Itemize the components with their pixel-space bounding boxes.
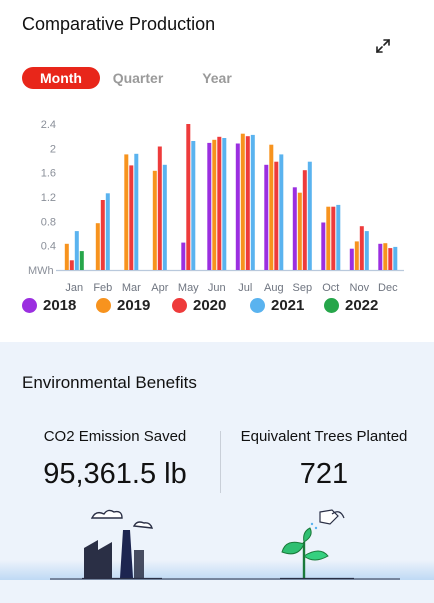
legend-dot-2021 <box>250 297 265 313</box>
bar-2019-jul[interactable] <box>240 133 245 270</box>
factory-icon <box>82 509 162 580</box>
bar-2020-oct[interactable] <box>331 206 336 270</box>
x-tick-label: Jan <box>65 282 83 294</box>
bar-2019-jun[interactable] <box>212 139 217 270</box>
x-tick-label: Jun <box>208 282 226 294</box>
divider <box>220 431 221 493</box>
x-tick-label: Nov <box>350 282 370 294</box>
co2-value: 95,361.5 lb <box>43 458 187 490</box>
bar-2021-sep[interactable] <box>307 161 312 270</box>
tab-month[interactable]: Month <box>22 67 100 89</box>
bar-2020-aug[interactable] <box>274 161 279 270</box>
bar-2020-mar[interactable] <box>129 165 134 270</box>
x-tick-label: Aug <box>264 282 284 294</box>
bar-2021-oct[interactable] <box>336 204 341 270</box>
bar-2021-dec[interactable] <box>393 246 398 270</box>
x-tick-label: Oct <box>322 282 339 294</box>
bar-2018-nov[interactable] <box>349 248 354 270</box>
bar-2021-nov[interactable] <box>364 231 369 270</box>
trees-label: Equivalent Trees Planted <box>240 428 408 445</box>
bar-2020-nov[interactable] <box>359 226 364 270</box>
legend-label-2022: 2022 <box>345 296 379 314</box>
bar-2020-dec[interactable] <box>388 248 393 270</box>
trees-value: 721 <box>299 458 349 490</box>
y-tick-label: 2 <box>50 143 56 155</box>
x-tick-label: Mar <box>122 282 141 294</box>
bar-2021-may[interactable] <box>191 141 196 270</box>
bar-2020-jan[interactable] <box>69 260 74 270</box>
bar-2018-jul[interactable] <box>235 143 240 271</box>
plant-watering-icon <box>280 509 354 580</box>
bar-2021-feb[interactable] <box>105 193 110 270</box>
y-tick-label: 2.4 <box>41 119 56 131</box>
bar-2020-sep[interactable] <box>302 170 307 270</box>
bar-2019-nov[interactable] <box>354 241 359 270</box>
x-tick-label: May <box>178 282 199 294</box>
y-tick-label: 0.4 <box>41 241 56 253</box>
bar-2019-feb[interactable] <box>95 223 100 270</box>
bar-2019-aug[interactable] <box>269 144 274 270</box>
y-tick-label: 0.8 <box>41 216 56 228</box>
legend-dot-2018 <box>22 297 37 313</box>
bar-2020-feb[interactable] <box>100 200 105 270</box>
bar-2018-aug[interactable] <box>264 164 269 270</box>
bar-2021-jul[interactable] <box>250 134 255 270</box>
x-tick-label: Feb <box>93 282 112 294</box>
bar-2021-mar[interactable] <box>134 153 139 270</box>
bar-2019-jan[interactable] <box>64 243 69 270</box>
legend-2018[interactable]: 2018 <box>22 296 76 314</box>
co2-label: CO2 Emission Saved <box>43 428 187 445</box>
bar-2022-jan[interactable] <box>79 251 84 270</box>
bar-2019-dec[interactable] <box>383 243 388 270</box>
environmental-benefits-card: Environmental Benefits CO2 Emission Save… <box>0 342 434 603</box>
legend-label-2021: 2021 <box>271 296 305 314</box>
x-tick-label: Apr <box>151 282 168 294</box>
production-card: Comparative Production Month Quarter Yea… <box>22 14 404 314</box>
tab-year[interactable]: Year <box>202 70 232 86</box>
legend-dot-2022 <box>324 297 339 313</box>
bar-2020-jul[interactable] <box>245 136 250 270</box>
legend-2019[interactable]: 2019 <box>96 296 150 314</box>
bar-2018-dec[interactable] <box>378 243 383 270</box>
bar-2021-aug[interactable] <box>279 154 284 270</box>
bar-2019-sep[interactable] <box>297 192 302 270</box>
page-title: Comparative Production <box>22 14 216 34</box>
bar-2021-apr[interactable] <box>162 164 167 270</box>
bar-2018-sep[interactable] <box>292 187 297 270</box>
bar-2019-apr[interactable] <box>152 170 157 270</box>
x-tick-label: Jul <box>238 282 252 294</box>
legend-label-2018: 2018 <box>43 296 77 314</box>
bar-2020-apr[interactable] <box>157 146 162 271</box>
bar-2019-mar[interactable] <box>124 154 129 270</box>
y-axis-unit: MWh <box>28 265 54 277</box>
bar-2021-jan[interactable] <box>74 231 79 270</box>
legend-label-2019: 2019 <box>117 296 151 314</box>
legend-2021[interactable]: 2021 <box>250 296 304 314</box>
bar-2021-jun[interactable] <box>222 138 227 270</box>
legend-dot-2019 <box>96 297 111 313</box>
legend-dot-2020 <box>172 297 187 313</box>
production-bar-chart: 0.4 0.8 1.2 1.6 2 2.4 MWh Jan Feb Mar Apr May Jun Jul… <box>28 119 404 294</box>
bar-2018-oct[interactable] <box>321 222 326 271</box>
legend-label-2020: 2020 <box>193 296 227 314</box>
tab-quarter[interactable]: Quarter <box>112 70 164 86</box>
y-tick-label: 1.6 <box>41 168 56 180</box>
bar-2020-jun[interactable] <box>217 136 222 270</box>
bar-2019-oct[interactable] <box>326 206 331 270</box>
bar-2018-jun[interactable] <box>207 142 212 270</box>
bar-2018-may[interactable] <box>181 242 186 270</box>
x-tick-label: Sep <box>293 282 313 294</box>
ground-strip <box>0 560 434 580</box>
expand-arrows-icon[interactable] <box>373 36 393 56</box>
legend-2020[interactable]: 2020 <box>172 296 226 314</box>
x-tick-label: Dec <box>378 282 398 294</box>
legend-2022[interactable]: 2022 <box>324 296 378 314</box>
section-title: Environmental Benefits <box>22 373 197 392</box>
horizon-line <box>50 578 400 580</box>
y-tick-label: 1.2 <box>41 192 56 204</box>
bar-2020-may[interactable] <box>186 124 191 270</box>
